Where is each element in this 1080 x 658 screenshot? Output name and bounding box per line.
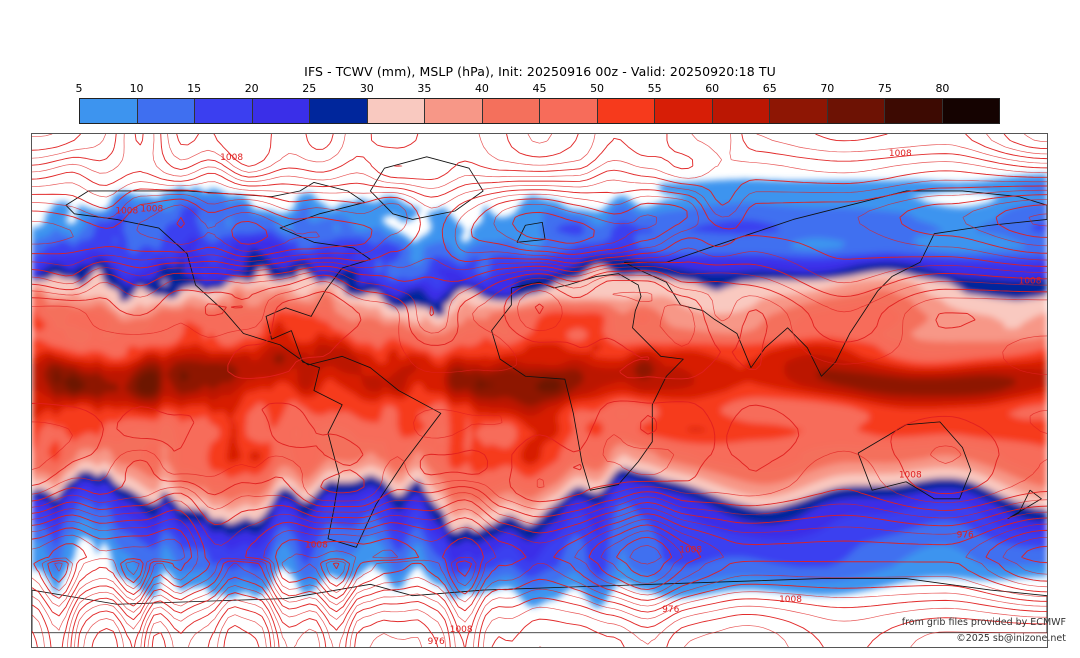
coastline-5 <box>1007 489 1042 520</box>
chart-title: IFS - TCWV (mm), MSLP (hPa), Init: 20250… <box>304 64 776 79</box>
colorbar-tick-5: 5 <box>75 82 83 95</box>
colorbar-tick-80: 80 <box>935 82 950 95</box>
colorbar-tick-labels: 5 10 15 20 25 30 35 40 45 50 55 60 65 70 75 80 <box>75 82 1000 98</box>
isobar-label: 976 <box>662 605 679 615</box>
isobar-label: 1008 <box>220 153 243 163</box>
isobar-label: 976 <box>428 637 445 647</box>
isobar-label: 1008 <box>889 149 912 159</box>
mslp-isobar-layer <box>32 134 1047 647</box>
isobar-label: 1008 <box>115 207 138 217</box>
coastline-4 <box>857 421 972 500</box>
isobar-label: 976 <box>957 530 974 540</box>
colorbar-tick-15: 15 <box>187 82 202 95</box>
isobar-label: 1008 <box>450 625 473 635</box>
colorbar-segment-50[interactable] <box>597 99 655 123</box>
colorbar-segment-65[interactable] <box>770 99 828 123</box>
tcwv-band-70 <box>54 368 563 396</box>
isobar-988 <box>32 199 1047 607</box>
isobar-1024 <box>32 134 1047 647</box>
colorbar-segment-40[interactable] <box>482 99 540 123</box>
coastline-7 <box>516 221 546 243</box>
isobar-1008 <box>32 134 1047 647</box>
colorbar-tick-30: 30 <box>359 82 374 95</box>
isobar-label: 1008 <box>140 205 163 215</box>
colorbar-tick-20: 20 <box>244 82 259 95</box>
isobar-1012 <box>32 134 1047 647</box>
colorbar-tick-55: 55 <box>647 82 662 95</box>
colorbar-segment-10[interactable] <box>137 99 195 123</box>
colorbar-segment-80[interactable] <box>942 99 999 123</box>
isobar-1016 <box>32 134 1047 647</box>
colorbar-tick-40: 40 <box>474 82 489 95</box>
isobar-1020 <box>32 134 1047 647</box>
isobar-label: 1008 <box>679 545 702 555</box>
isobar-984 <box>33 204 1047 599</box>
coastline-1 <box>369 156 484 220</box>
isobar-1004 <box>32 179 1047 647</box>
isobar-1036 <box>217 134 1047 647</box>
coastline-0 <box>65 181 442 548</box>
isobar-972 <box>54 562 63 572</box>
colorbar-tick-70: 70 <box>820 82 835 95</box>
coastline-2 <box>491 273 684 491</box>
isobar-label: 1008 <box>899 471 922 481</box>
colorbar-tick-25: 25 <box>302 82 317 95</box>
colorbar-segment-15[interactable] <box>195 99 253 123</box>
colorbar-tick-10: 10 <box>129 82 144 95</box>
isobar-label: 1008 <box>1019 276 1042 286</box>
colorbar-tick-50: 50 <box>590 82 605 95</box>
colorbar-segment-5[interactable] <box>80 99 138 123</box>
colorbar-tick-45: 45 <box>532 82 547 95</box>
map-canvas[interactable]: 1008 1008 1008 1008 1008 1008 1008 1008 976 976 97… <box>31 133 1048 648</box>
isobar-1028 <box>32 134 1047 647</box>
isobar-1032 <box>151 134 1047 647</box>
isobar-1000 <box>32 185 1047 647</box>
colorbar-segment-75[interactable] <box>885 99 943 123</box>
colorbar-tick-60: 60 <box>705 82 720 95</box>
isobar-996 <box>32 189 1047 631</box>
colorbar-segment-55[interactable] <box>655 99 713 123</box>
colorbar-tick-35: 35 <box>417 82 432 95</box>
isobar-992 <box>32 194 1047 617</box>
coastline-3 <box>623 190 1047 377</box>
tcwv-band-65 <box>44 353 1016 406</box>
isobar-976 <box>47 560 340 583</box>
colorbar-segment-70[interactable] <box>827 99 885 123</box>
isobar-980 <box>41 213 1047 591</box>
colorbar-tick-65: 65 <box>762 82 777 95</box>
colorbar-segment-20[interactable] <box>252 99 310 123</box>
isobar-label: 1008 <box>305 540 328 550</box>
colorbar-segment-30[interactable] <box>367 99 425 123</box>
mslp-label-layer: 1008 100810081008100810081008100897697697… <box>115 149 1041 647</box>
colorbar-gradient[interactable] <box>79 98 1000 124</box>
colorbar[interactable] <box>79 98 1000 124</box>
isobar-label: 1008 <box>779 595 802 605</box>
colorbar-segment-25[interactable] <box>310 99 368 123</box>
map-svg: 1008 100810081008100810081008100897697697… <box>32 134 1047 647</box>
colorbar-tick-75: 75 <box>877 82 892 95</box>
colorbar-segment-45[interactable] <box>540 99 598 123</box>
colorbar-segment-60[interactable] <box>712 99 770 123</box>
isobar-1040 <box>223 624 260 647</box>
colorbar-segment-35[interactable] <box>425 99 483 123</box>
